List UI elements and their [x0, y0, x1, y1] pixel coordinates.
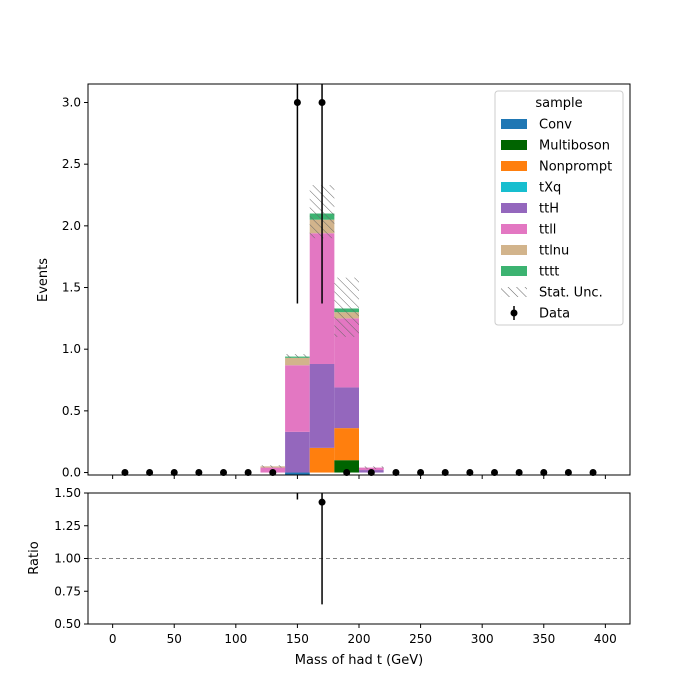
bar-nonprompt-160 [309, 447, 335, 473]
data-point-330 [515, 469, 523, 477]
legend-label: Data [539, 307, 570, 322]
legend-swatch-multiboson [501, 140, 527, 150]
x-tick-label: 150 [286, 632, 309, 646]
ratio-y-tick-label: 0.75 [54, 584, 81, 598]
main-y-tick-label: 0.0 [62, 466, 81, 480]
data-point-370 [564, 469, 572, 477]
legend-label: tXq [539, 181, 561, 196]
data-point-390 [589, 469, 597, 477]
ratio-y-ticks: 0.50 0.75 1.00 1.25 1.50 [54, 486, 88, 631]
main-y-tick-label: 2.0 [62, 219, 81, 233]
main-y-tick-label: 3.0 [62, 96, 81, 110]
main-y-tick-label: 2.5 [62, 157, 81, 171]
legend-swatch-nonprompt [501, 161, 527, 171]
legend-title: sample [535, 96, 582, 111]
ratio-y-tick-label: 0.50 [54, 617, 81, 631]
legend-label: tttt [539, 265, 559, 280]
data-point-250 [417, 469, 425, 477]
x-tick-label: 350 [532, 632, 555, 646]
stacked-bars [260, 213, 384, 475]
data-point-110 [244, 469, 252, 477]
x-tick-label: 300 [471, 632, 494, 646]
legend-swatch-txq [501, 182, 527, 192]
x-tick-label: 100 [224, 632, 247, 646]
x-tick-label: 200 [348, 632, 371, 646]
data-point-70 [195, 469, 203, 477]
legend-swatch-tttt [501, 266, 527, 276]
ratio-point-170 [318, 498, 326, 506]
main-y-ticks: 0.0 0.5 1.0 1.5 2.0 2.5 3.0 [62, 96, 88, 480]
stat-unc-band-180 [334, 277, 359, 337]
bar-tth-160 [309, 363, 335, 448]
main-panel: 0.0 0.5 1.0 1.5 2.0 2.5 3.0 Events [36, 83, 631, 480]
data-point-210 [367, 469, 375, 477]
ratio-y-tick-label: 1.25 [54, 519, 81, 533]
legend-label: Nonprompt [539, 160, 612, 175]
legend-label: ttll [539, 223, 556, 238]
data-point-350 [540, 469, 548, 477]
main-y-axis-label: Events [36, 258, 51, 302]
bar-multiboson-180 [334, 460, 359, 473]
x-axis-label: Mass of had t (GeV) [295, 653, 423, 668]
stat-unc-band-200 [359, 466, 384, 469]
data-point-90 [220, 469, 227, 477]
legend-swatch-stat-unc [501, 287, 527, 297]
ratio-axes-frame [87, 492, 631, 625]
data-point-50 [170, 469, 178, 477]
bar-tth-180 [334, 387, 359, 429]
legend-label: Stat. Unc. [539, 286, 603, 301]
data-point-130 [269, 469, 277, 477]
legend-swatch-ttlnu [501, 245, 527, 255]
data-points [121, 84, 597, 477]
stat-unc-band-140 [285, 354, 310, 358]
main-y-tick-label: 1.0 [62, 342, 81, 356]
x-tick-label: 50 [167, 632, 182, 646]
x-tick-label: 0 [109, 632, 117, 646]
legend-label: ttlnu [539, 244, 569, 259]
data-point-10 [121, 469, 129, 477]
legend-data-marker [510, 309, 518, 317]
ratio-y-axis-label: Ratio [27, 541, 42, 574]
legend-swatch-ttll [501, 224, 527, 234]
bar-ttll-140 [285, 365, 310, 432]
x-tick-label: 400 [594, 632, 617, 646]
main-y-tick-label: 0.5 [62, 404, 81, 418]
stat-unc-band-120 [260, 465, 286, 468]
legend-items: Conv Multiboson Nonprompt tXq ttH ttll ttlnu tt… [501, 118, 612, 322]
ratio-panel: 0 50 100 150 200 250 300 350 400 0.50 0.75 1.00 1.2… [27, 486, 631, 668]
data-point-290 [466, 469, 474, 477]
legend-swatch-tth [501, 203, 527, 213]
x-tick-label: 250 [409, 632, 432, 646]
data-point-170 [318, 99, 326, 107]
data-point-310 [491, 469, 498, 477]
bar-conv-140 [285, 472, 310, 475]
bar-nonprompt-180 [334, 428, 359, 461]
ratio-x-ticks: 0 50 100 150 200 250 300 350 400 [109, 624, 617, 646]
main-y-tick-label: 1.5 [62, 281, 81, 295]
ratio-y-tick-label: 1.00 [54, 552, 81, 566]
legend: sample Conv Multiboson Nonprompt tXq ttH ttll… [494, 90, 624, 326]
ratio-y-tick-label: 1.50 [54, 486, 81, 500]
legend-swatch-conv [501, 119, 527, 129]
bar-ttlnu-140 [285, 357, 310, 366]
main-x-ticks [112, 475, 606, 479]
data-point-270 [441, 469, 449, 477]
legend-label: Multiboson [539, 139, 610, 154]
data-point-150 [293, 99, 301, 107]
data-point-30 [146, 469, 154, 477]
ratio-points [296, 493, 326, 605]
data-point-190 [343, 469, 351, 477]
legend-label: Conv [539, 118, 572, 133]
bar-tth-140 [285, 431, 310, 473]
legend-label: ttH [539, 202, 559, 217]
data-point-230 [392, 469, 400, 477]
